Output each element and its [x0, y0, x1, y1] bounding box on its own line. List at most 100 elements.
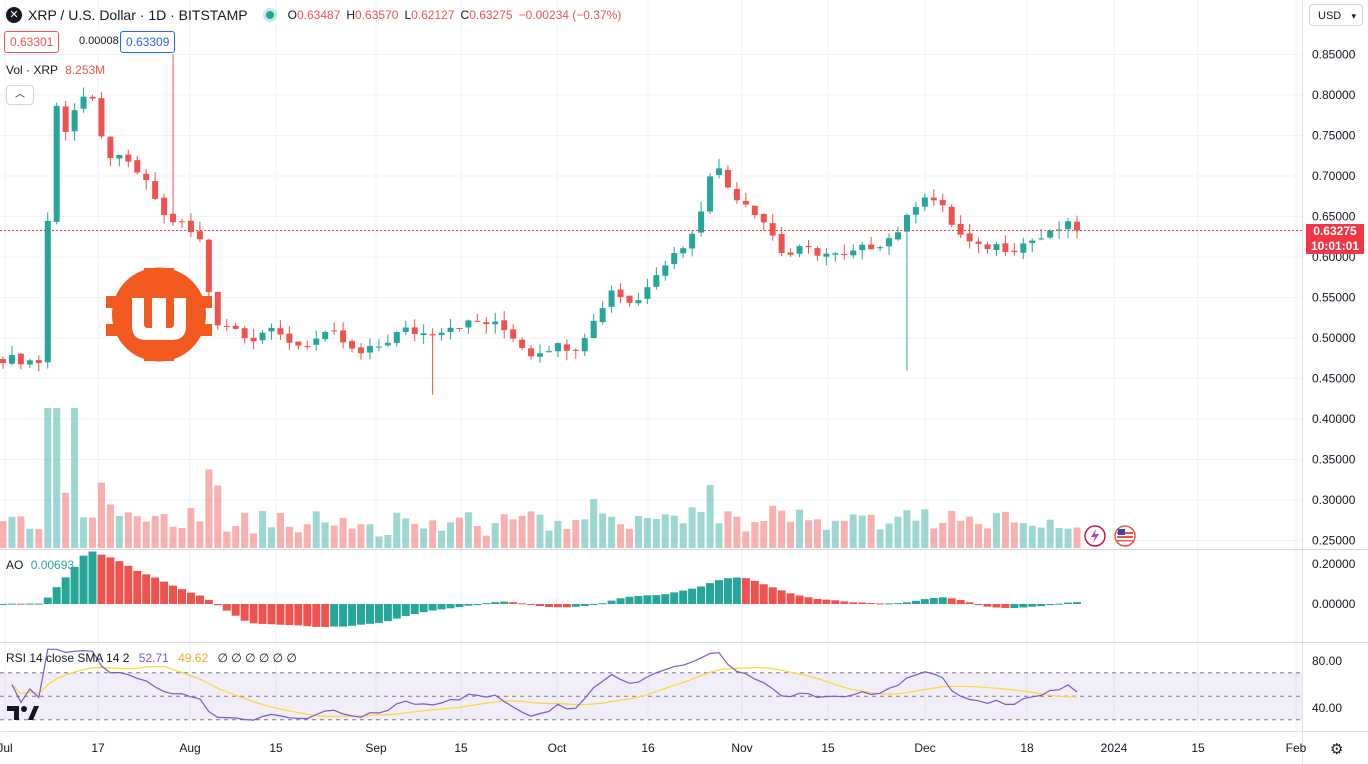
ao-bar	[536, 604, 544, 607]
candle-body	[53, 105, 60, 222]
currency-select[interactable]: USD ▾	[1309, 4, 1363, 26]
candle-body	[939, 200, 946, 206]
ao-bar	[544, 604, 553, 608]
candle-body	[1011, 250, 1018, 253]
candle-body	[322, 331, 329, 340]
x-tick-label: 15	[269, 741, 283, 755]
candle-body	[214, 291, 221, 326]
x-tick-label: Feb	[1286, 741, 1307, 755]
candle-body	[912, 207, 919, 215]
volume-bar	[1037, 527, 1045, 548]
volume-bar	[35, 529, 43, 548]
ao-legend[interactable]: AO 0.00693	[6, 558, 75, 572]
ohlc-item: L0.62127	[404, 8, 454, 22]
y-tick-label: 0.70000	[1312, 169, 1356, 183]
buy-button[interactable]: 0.63309	[120, 31, 176, 53]
candle-body	[62, 106, 69, 133]
volume-bar	[285, 526, 293, 548]
candle-body	[0, 359, 6, 364]
price-axis[interactable]: 0.850000.800000.750000.700000.650000.600…	[1302, 0, 1356, 764]
volume-bar	[572, 520, 580, 548]
sell-button[interactable]: 0.63301	[4, 31, 60, 53]
x-tick-label: Oct	[548, 741, 567, 755]
ohlc-item: −0.00234 (−0.37%)	[519, 8, 622, 22]
candle-body	[859, 244, 866, 251]
volume-bar	[581, 519, 589, 548]
tradingview-logo[interactable]	[6, 704, 40, 722]
candle-body	[1065, 221, 1072, 230]
symbol-title[interactable]: XRP / U.S. Dollar · 1D · BITSTAMP	[28, 7, 248, 23]
pane-separators	[0, 549, 1368, 643]
ao-bar	[902, 602, 911, 604]
volume-bar	[44, 408, 52, 548]
gear-icon[interactable]: ⚙	[1330, 741, 1344, 758]
candle-body	[653, 275, 660, 287]
candle-body	[644, 287, 651, 299]
ao-bar	[222, 604, 231, 611]
ao-bar	[482, 603, 491, 605]
volume-bar	[482, 535, 490, 548]
ohlc-value: 0.63487	[296, 8, 341, 22]
ao-bar	[920, 599, 929, 604]
ao-bar	[231, 604, 240, 616]
candle-body	[223, 325, 230, 327]
candle-body	[966, 233, 973, 242]
candle-body	[501, 320, 508, 331]
time-axis[interactable]: Jul 17 Aug 15 Sep 15 Oct 16 Nov 15 Dec 18 2024 15 Feb	[0, 731, 1368, 756]
volume-bar	[688, 507, 696, 548]
volume-bar	[1073, 527, 1081, 548]
ao-bar	[97, 554, 106, 604]
candle-body	[331, 330, 338, 332]
candle-body	[519, 339, 526, 348]
us-flag-icon[interactable]	[1113, 524, 1137, 548]
candle-body	[286, 333, 293, 343]
candle-body	[492, 321, 499, 325]
volume-bar	[411, 523, 419, 548]
collapse-legend-button[interactable]: ︿	[6, 85, 34, 105]
candle-body	[760, 214, 767, 223]
ao-bar	[607, 600, 616, 604]
volume-bar	[473, 526, 481, 548]
x-tick-label: 16	[641, 741, 655, 755]
x-icon[interactable]: ✕	[6, 7, 22, 23]
x-tick-label: 15	[821, 741, 835, 755]
ao-value: 0.00693	[30, 558, 75, 572]
volume-bar	[545, 530, 553, 548]
volume-bar	[1046, 519, 1054, 548]
candle-body	[680, 248, 687, 254]
volume-bar	[375, 536, 383, 548]
rsi-legend[interactable]: RSI 14 close SMA 14 2 52.71 49.62 ∅ ∅ ∅ …	[6, 651, 297, 665]
volume-bar	[742, 531, 750, 548]
candle-body	[358, 347, 364, 354]
volume-bar	[966, 516, 974, 548]
volume-bar	[921, 509, 929, 548]
volume-bar	[796, 509, 804, 548]
volume-bar	[805, 520, 812, 548]
volume-bar	[867, 514, 875, 548]
ao-bar	[267, 604, 276, 625]
x-tick-label: Jul	[0, 741, 13, 755]
volume-bar	[178, 528, 186, 548]
chart-header: ✕ XRP / U.S. Dollar · 1D · BITSTAMP O0.6…	[6, 6, 621, 24]
y-tick-label: 0.80000	[1312, 88, 1356, 102]
x-tick-label: 15	[454, 741, 468, 755]
rsi-line	[11, 648, 1078, 721]
x-tick-label: Aug	[179, 741, 200, 755]
volume-bar	[169, 526, 177, 548]
candle-body	[769, 223, 776, 236]
flash-icon[interactable]	[1083, 524, 1107, 548]
volume-bar	[241, 512, 249, 548]
candle-body	[957, 223, 964, 235]
volume-bar	[330, 525, 338, 548]
volume-bar	[787, 521, 795, 548]
candle-body	[554, 343, 561, 352]
ao-bar	[867, 602, 876, 604]
volume-bar	[17, 516, 25, 548]
volume-bar	[822, 529, 830, 548]
volume-legend[interactable]: Vol · XRP 8.253M	[6, 63, 106, 77]
volume-bar	[429, 520, 437, 548]
market-status-icon[interactable]	[265, 11, 274, 19]
ao-bar	[1055, 603, 1064, 605]
volume-bar	[1028, 525, 1036, 548]
